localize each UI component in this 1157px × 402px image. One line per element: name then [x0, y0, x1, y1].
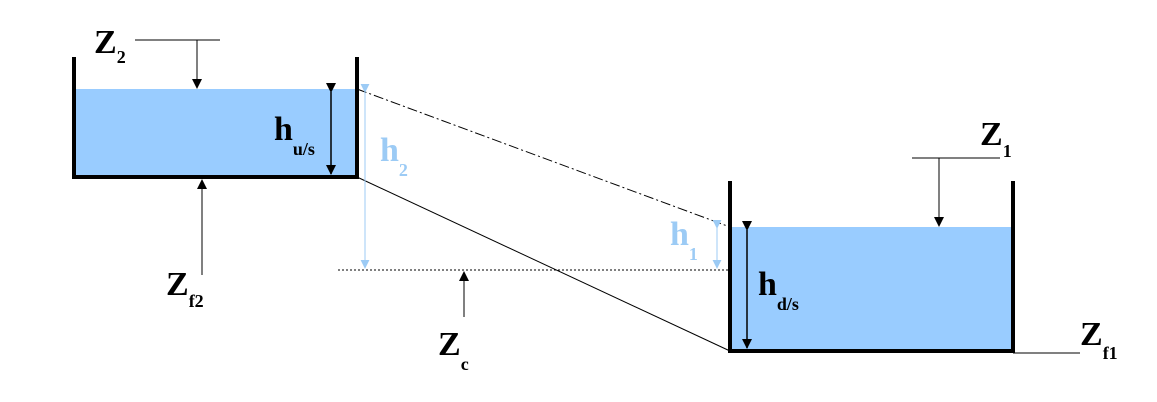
label-z1: Z1 [980, 116, 1012, 161]
upstream-tank [72, 57, 359, 179]
pipe-line [356, 176, 731, 352]
label-z1-main: Z [980, 116, 1003, 153]
label-hus-sub: u/s [293, 139, 315, 159]
label-z2-sub: 2 [117, 47, 126, 67]
label-h2-sub: 2 [399, 160, 408, 180]
label-h1-main: h [670, 216, 689, 253]
label-hds-sub: d/s [777, 294, 799, 314]
label-z2: Z2 [94, 24, 126, 67]
label-zf1: Zf1 [1080, 316, 1118, 363]
upstream-water [74, 89, 357, 177]
label-h2: h2 [380, 132, 408, 180]
label-zc: Zc [438, 326, 469, 374]
label-zc-sub: c [461, 354, 469, 374]
label-hds-main: h [758, 266, 777, 303]
downstream-water [730, 227, 1013, 351]
label-zc-main: Z [438, 326, 461, 363]
label-hds: hd/s [758, 266, 799, 314]
label-hus-main: h [274, 111, 293, 148]
label-zf1-sub: f1 [1103, 343, 1118, 363]
label-zf2-main: Z [166, 266, 189, 303]
label-h1-sub: 1 [689, 244, 698, 264]
label-z2-main: Z [94, 24, 117, 61]
hydraulic-grade-line [356, 88, 731, 228]
label-z1-sub: 1 [1003, 141, 1012, 161]
label-hus: hu/s [274, 111, 315, 159]
label-zf2-sub: f2 [189, 291, 204, 311]
label-h1: h1 [670, 216, 698, 264]
label-zf1-main: Z [1080, 316, 1103, 353]
label-zf2: Zf2 [166, 266, 204, 311]
label-h2-main: h [380, 132, 399, 169]
downstream-tank [728, 181, 1015, 353]
